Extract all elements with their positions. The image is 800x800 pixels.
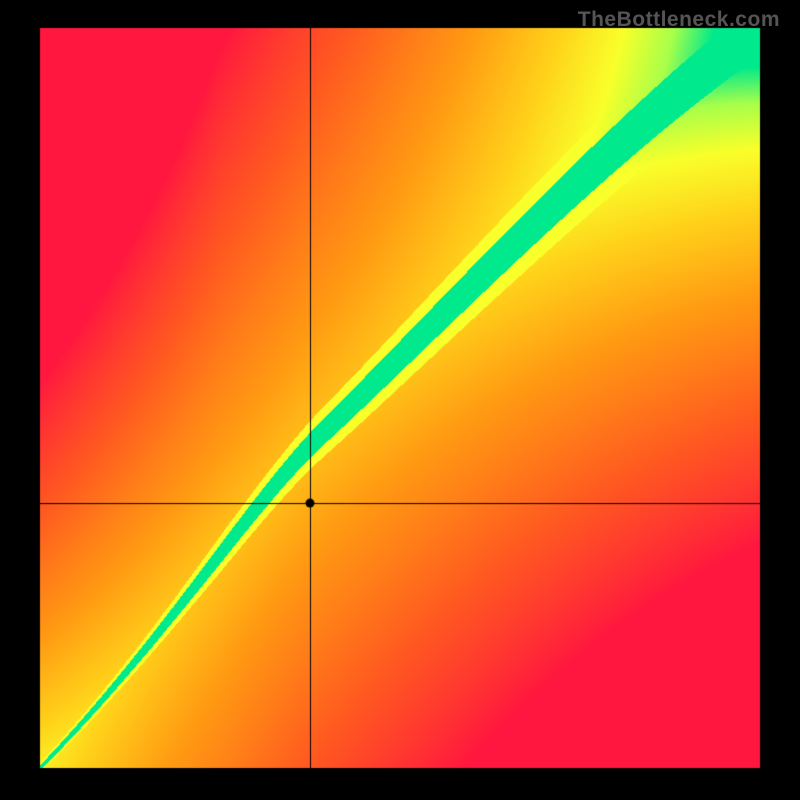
bottleneck-heatmap [0,0,800,800]
watermark-text: TheBottleneck.com [578,8,780,32]
chart-container: { "watermark": { "text": "TheBottleneck.… [0,0,800,800]
